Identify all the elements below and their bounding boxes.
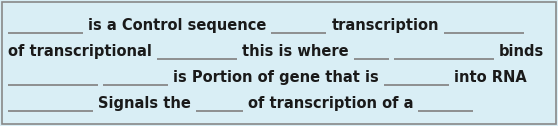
Text: of transcriptional: of transcriptional	[8, 44, 152, 59]
Text: Signals the: Signals the	[98, 96, 191, 111]
Text: binds: binds	[498, 44, 543, 59]
Text: transcription: transcription	[331, 18, 439, 33]
Text: is a Control sequence: is a Control sequence	[88, 18, 266, 33]
Text: is Portion of gene that is: is Portion of gene that is	[173, 70, 379, 85]
Text: into RNA: into RNA	[454, 70, 527, 85]
Text: of transcription of a: of transcription of a	[248, 96, 413, 111]
Text: this is where: this is where	[242, 44, 349, 59]
